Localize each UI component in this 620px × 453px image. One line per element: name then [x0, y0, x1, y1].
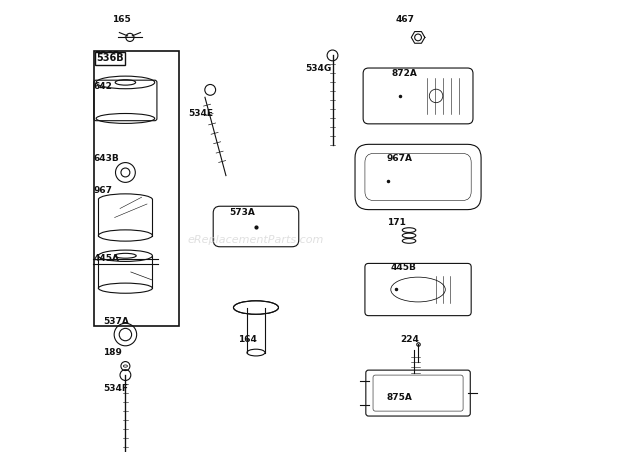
Text: 467: 467 [396, 15, 415, 24]
Text: 445B: 445B [391, 263, 417, 271]
Text: 536B: 536B [94, 51, 120, 60]
Text: 171: 171 [386, 217, 405, 226]
Text: 189: 189 [103, 348, 122, 357]
Text: 875A: 875A [386, 393, 412, 402]
Text: 445A: 445A [94, 254, 120, 263]
Text: 224: 224 [400, 335, 419, 343]
Text: 643B: 643B [94, 154, 120, 164]
Text: 164: 164 [238, 335, 257, 343]
Text: 872A: 872A [391, 69, 417, 78]
Text: eReplacementParts.com: eReplacementParts.com [188, 235, 324, 245]
Text: 536B: 536B [96, 53, 124, 63]
Text: 165: 165 [112, 15, 131, 24]
Text: 534E: 534E [188, 110, 213, 118]
Text: 642: 642 [94, 82, 113, 92]
Text: 967: 967 [94, 186, 113, 195]
Text: 534G: 534G [306, 64, 332, 73]
Bar [94, 51, 179, 326]
Text: 537A: 537A [103, 317, 129, 326]
Text: 573A: 573A [229, 208, 255, 217]
Text: 967A: 967A [386, 154, 412, 164]
Text: 534F: 534F [103, 384, 128, 393]
